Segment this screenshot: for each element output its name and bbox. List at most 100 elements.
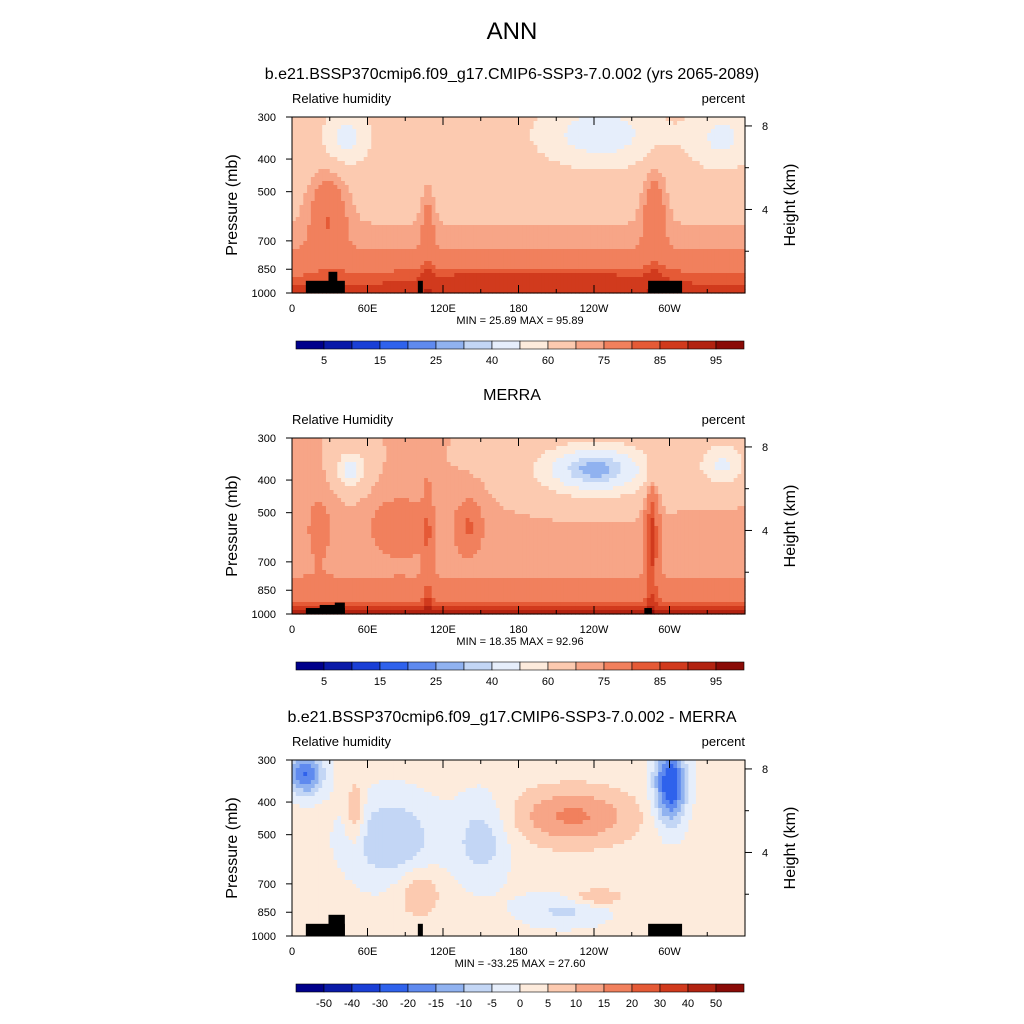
heatmap-cell [329, 237, 335, 242]
heatmap-cell [363, 241, 369, 246]
heatmap-cell [665, 149, 671, 154]
heatmap-cell [393, 157, 399, 162]
heatmap-cell [548, 165, 554, 170]
heatmap-cell [529, 145, 535, 150]
heatmap-cell [461, 117, 467, 122]
heatmap-cell [473, 197, 478, 202]
heatmap-cell [409, 157, 414, 162]
heatmap-cell [537, 225, 542, 230]
heatmap-cell [703, 257, 708, 262]
heatmap-cell [367, 153, 372, 158]
heatmap-cell [295, 181, 301, 186]
heatmap-cell [537, 229, 542, 234]
heatmap-cell [480, 269, 486, 274]
heatmap-cell [590, 221, 595, 226]
heatmap-cell [533, 269, 538, 274]
heatmap-cell [627, 229, 633, 234]
heatmap-cell [594, 121, 599, 126]
heatmap-cell [458, 193, 463, 198]
heatmap-cell [416, 257, 421, 262]
heatmap-cell [375, 249, 380, 254]
heatmap-cell [703, 137, 708, 142]
heatmap-cell [333, 173, 338, 178]
heatmap-cell [699, 245, 705, 250]
heatmap-cell [390, 177, 395, 182]
heatmap-cell [548, 265, 554, 270]
heatmap-cell [393, 165, 399, 170]
heatmap-cell [299, 277, 304, 282]
heatmap-cell [473, 189, 478, 194]
heatmap-cell [677, 213, 682, 218]
heatmap-cell [386, 241, 391, 246]
heatmap-cell [488, 257, 493, 262]
heatmap-cell [722, 237, 727, 242]
heatmap-cell [575, 137, 580, 142]
heatmap-cell [435, 213, 440, 218]
heatmap-cell [341, 269, 346, 274]
heatmap-cell [556, 121, 561, 126]
heatmap-cell [533, 209, 538, 214]
heatmap-cell [624, 201, 629, 206]
heatmap-cell [646, 189, 652, 194]
heatmap-cell [443, 273, 448, 278]
heatmap-cell [431, 229, 437, 234]
heatmap-cell [348, 125, 354, 130]
heatmap-cell [529, 153, 535, 158]
heatmap-cell [733, 261, 739, 266]
heatmap-cell [295, 197, 301, 202]
heatmap-cell [726, 217, 731, 222]
heatmap-cell [409, 269, 414, 274]
heatmap-cell [737, 177, 742, 182]
heatmap-cell [661, 245, 667, 250]
heatmap-cell [692, 221, 697, 226]
heatmap-cell [382, 141, 387, 146]
heatmap-cell [635, 133, 640, 138]
heatmap-cell [707, 213, 712, 218]
heatmap-cell [337, 189, 342, 194]
heatmap-cell [295, 165, 301, 170]
heatmap-cell [465, 205, 471, 210]
heatmap-cell [661, 277, 667, 282]
heatmap-cell [650, 257, 656, 262]
heatmap-cell [416, 117, 421, 122]
heatmap-cell [726, 161, 731, 166]
heatmap-cell [499, 213, 505, 218]
heatmap-cell [401, 249, 406, 254]
heatmap-cell [518, 185, 523, 190]
heatmap-cell [680, 133, 686, 138]
heatmap-cell [416, 165, 421, 170]
heatmap-cell [314, 257, 320, 262]
heatmap-cell [552, 253, 557, 258]
heatmap-cell [427, 157, 433, 162]
heatmap-cell [382, 225, 387, 230]
heatmap-cell [450, 277, 455, 282]
heatmap-cell [503, 229, 508, 234]
heatmap-cell [371, 213, 376, 218]
heatmap-cell [741, 229, 746, 234]
heatmap-cell [643, 145, 648, 150]
heatmap-cell [405, 269, 410, 274]
heatmap-cell [454, 141, 459, 146]
heatmap-cell [476, 181, 482, 186]
heatmap-cell [590, 153, 595, 158]
heatmap-cell [495, 197, 501, 202]
heatmap-cell [699, 269, 705, 274]
heatmap-cell [567, 201, 572, 206]
heatmap-cell [673, 137, 678, 142]
heatmap-cell [722, 261, 727, 266]
heatmap-cell [488, 145, 493, 150]
heatmap-cell [707, 237, 712, 242]
heatmap-cell [337, 221, 342, 226]
heatmap-cell [443, 265, 448, 270]
heatmap-cell [510, 129, 516, 134]
heatmap-cell [597, 209, 603, 214]
heatmap-cell [476, 161, 482, 166]
heatmap-cell [480, 217, 486, 222]
heatmap-cell [567, 121, 572, 126]
heatmap-cell [359, 209, 365, 214]
heatmap-cell [737, 125, 742, 130]
heatmap-cell [382, 257, 387, 262]
heatmap-cell [616, 261, 622, 266]
heatmap-cell [609, 265, 614, 270]
heatmap-cell [510, 221, 516, 226]
